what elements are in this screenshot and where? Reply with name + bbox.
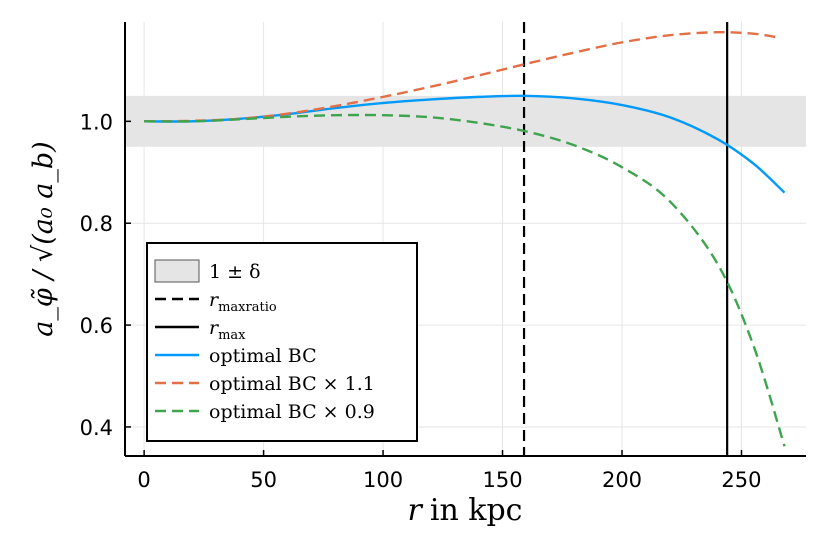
x-tick-label: 150 [482,468,522,492]
x-axis-title: r in kpc [408,493,523,528]
legend-label-3: optimal BC [209,345,317,367]
y-axis-title: a_φ̃ / √(a₀ a_b) [28,141,59,336]
series-layer [144,30,786,447]
legend-label-5: optimal BC × 0.9 [209,401,375,423]
y-tick-label: 0.6 [80,314,113,338]
axes [124,22,806,457]
y-tick-label: 0.4 [80,416,113,440]
legend-label-1: rmaxratio [209,289,277,315]
series-line-2 [144,113,786,447]
x-tick-label: 50 [250,468,277,492]
band-layer [125,95,806,147]
delta-band [125,95,806,147]
x-tick-label: 100 [363,468,403,492]
x-tick-label: 0 [137,468,150,492]
legend-label-4: optimal BC × 1.1 [209,373,375,395]
y-tick-label: 0.8 [80,212,113,236]
x-tick-label: 200 [602,468,642,492]
legend-label-0: 1 ± δ [209,261,261,283]
legend-swatch-band [154,259,200,283]
vline-layer [522,22,729,456]
tick-labels: 0 50 100 150 200 250 0.4 0.6 0.8 1.0 [80,110,762,492]
legend-label-2: rmax [209,317,246,343]
y-tick-label: 1.0 [80,110,113,134]
x-tick-label: 250 [721,468,761,492]
